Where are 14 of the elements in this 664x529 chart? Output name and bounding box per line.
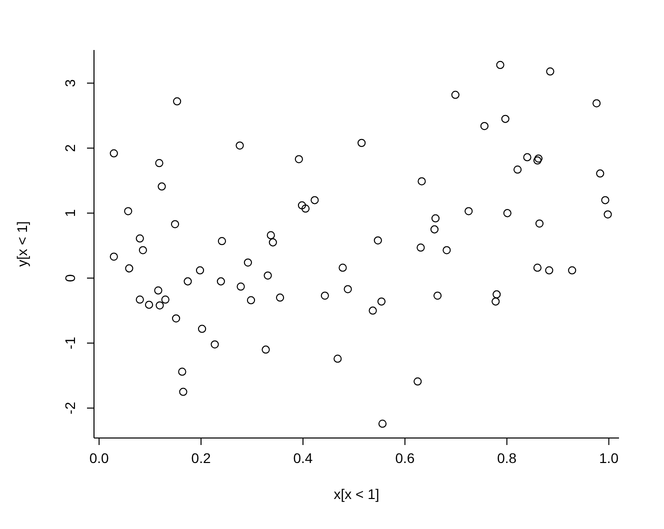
y-tick-label: -1 <box>62 336 78 350</box>
x-axis-title: x[x < 1] <box>334 486 380 502</box>
x-tick-label: 0.6 <box>395 450 415 466</box>
x-tick-label: 0.2 <box>191 450 211 466</box>
y-axis-title: y[x < 1] <box>14 221 30 267</box>
x-tick-label: 0.4 <box>293 450 313 466</box>
y-tick-label: -2 <box>62 402 78 414</box>
x-tick-label: 1.0 <box>599 450 619 466</box>
x-tick-label: 0.0 <box>89 450 110 466</box>
y-tick-label: 1 <box>62 209 78 218</box>
y-tick-label: 3 <box>62 79 78 88</box>
y-tick-label: 0 <box>62 274 78 282</box>
x-tick-label: 0.8 <box>497 450 517 466</box>
y-tick-label: 2 <box>62 144 78 152</box>
